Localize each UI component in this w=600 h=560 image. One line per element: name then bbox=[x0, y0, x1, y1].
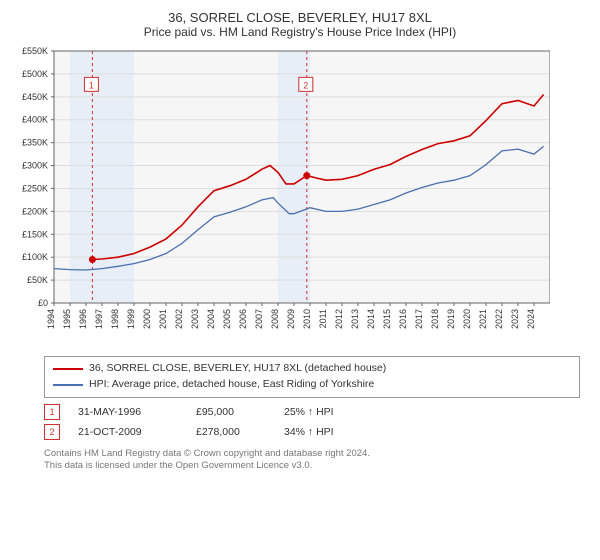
event-row: 1 31-MAY-1996 £95,000 25% ↑ HPI bbox=[44, 402, 580, 422]
event-table: 1 31-MAY-1996 £95,000 25% ↑ HPI 2 21-OCT… bbox=[44, 402, 580, 442]
svg-text:2020: 2020 bbox=[462, 309, 472, 329]
footnote-line: This data is licensed under the Open Gov… bbox=[44, 460, 580, 472]
svg-text:£300K: £300K bbox=[22, 161, 48, 171]
svg-text:2000: 2000 bbox=[142, 309, 152, 329]
svg-text:£500K: £500K bbox=[22, 69, 48, 79]
footnote-line: Contains HM Land Registry data © Crown c… bbox=[44, 448, 580, 460]
svg-text:2003: 2003 bbox=[190, 309, 200, 329]
svg-text:2: 2 bbox=[303, 80, 308, 90]
legend-label: HPI: Average price, detached house, East… bbox=[89, 377, 374, 393]
svg-text:2022: 2022 bbox=[494, 309, 504, 329]
price-chart: £0 £50K £100K £150K £200K £250K £300K £350K £400… bbox=[10, 45, 590, 350]
legend-item: 36, SORREL CLOSE, BEVERLEY, HU17 8XL (de… bbox=[53, 361, 571, 377]
event-row: 2 21-OCT-2009 £278,000 34% ↑ HPI bbox=[44, 422, 580, 442]
svg-text:£200K: £200K bbox=[22, 206, 48, 216]
svg-text:2021: 2021 bbox=[478, 309, 488, 329]
event-marker: 1 bbox=[44, 404, 60, 420]
legend-swatch bbox=[53, 384, 83, 386]
chart-svg: £0 £50K £100K £150K £200K £250K £300K £350K £400… bbox=[10, 45, 550, 345]
svg-text:2011: 2011 bbox=[318, 309, 328, 328]
legend-label: 36, SORREL CLOSE, BEVERLEY, HU17 8XL (de… bbox=[89, 361, 386, 377]
svg-text:2006: 2006 bbox=[238, 309, 248, 329]
svg-text:2024: 2024 bbox=[526, 309, 536, 329]
svg-text:2001: 2001 bbox=[158, 309, 168, 329]
svg-text:1999: 1999 bbox=[126, 309, 136, 329]
svg-text:2019: 2019 bbox=[446, 309, 456, 329]
svg-text:£450K: £450K bbox=[22, 92, 48, 102]
event-price: £278,000 bbox=[196, 426, 266, 438]
event-date: 21-OCT-2009 bbox=[78, 426, 178, 438]
svg-text:2012: 2012 bbox=[334, 309, 344, 329]
svg-text:£350K: £350K bbox=[22, 138, 48, 148]
svg-text:2008: 2008 bbox=[270, 309, 280, 329]
svg-text:2009: 2009 bbox=[286, 309, 296, 329]
svg-text:1995: 1995 bbox=[62, 309, 72, 329]
legend-item: HPI: Average price, detached house, East… bbox=[53, 377, 571, 393]
svg-text:2018: 2018 bbox=[430, 309, 440, 329]
svg-text:£100K: £100K bbox=[22, 252, 48, 262]
svg-text:2017: 2017 bbox=[414, 309, 424, 329]
svg-text:£150K: £150K bbox=[22, 229, 48, 239]
svg-text:£0: £0 bbox=[38, 298, 48, 308]
event-date: 31-MAY-1996 bbox=[78, 406, 178, 418]
svg-text:£50K: £50K bbox=[27, 275, 48, 285]
svg-text:1: 1 bbox=[89, 80, 94, 90]
legend: 36, SORREL CLOSE, BEVERLEY, HU17 8XL (de… bbox=[44, 356, 580, 398]
page-title: 36, SORREL CLOSE, BEVERLEY, HU17 8XL bbox=[10, 10, 590, 25]
svg-text:1996: 1996 bbox=[78, 309, 88, 329]
svg-text:2005: 2005 bbox=[222, 309, 232, 329]
svg-text:2002: 2002 bbox=[174, 309, 184, 329]
footnote: Contains HM Land Registry data © Crown c… bbox=[44, 448, 580, 473]
svg-text:£250K: £250K bbox=[22, 183, 48, 193]
svg-text:2013: 2013 bbox=[350, 309, 360, 329]
event-pct: 34% ↑ HPI bbox=[284, 426, 334, 438]
svg-text:1998: 1998 bbox=[110, 309, 120, 329]
legend-swatch bbox=[53, 368, 83, 370]
svg-text:2023: 2023 bbox=[510, 309, 520, 329]
svg-text:2007: 2007 bbox=[254, 309, 264, 329]
page-subtitle: Price paid vs. HM Land Registry's House … bbox=[10, 25, 590, 39]
svg-text:2015: 2015 bbox=[382, 309, 392, 329]
svg-text:1994: 1994 bbox=[46, 309, 56, 329]
event-price: £95,000 bbox=[196, 406, 266, 418]
svg-text:£550K: £550K bbox=[22, 46, 48, 56]
svg-text:2010: 2010 bbox=[302, 309, 312, 329]
event-pct: 25% ↑ HPI bbox=[284, 406, 334, 418]
svg-text:£400K: £400K bbox=[22, 115, 48, 125]
svg-text:1997: 1997 bbox=[94, 309, 104, 329]
svg-text:2016: 2016 bbox=[398, 309, 408, 329]
svg-text:2014: 2014 bbox=[366, 309, 376, 329]
svg-text:2004: 2004 bbox=[206, 309, 216, 329]
event-marker: 2 bbox=[44, 424, 60, 440]
